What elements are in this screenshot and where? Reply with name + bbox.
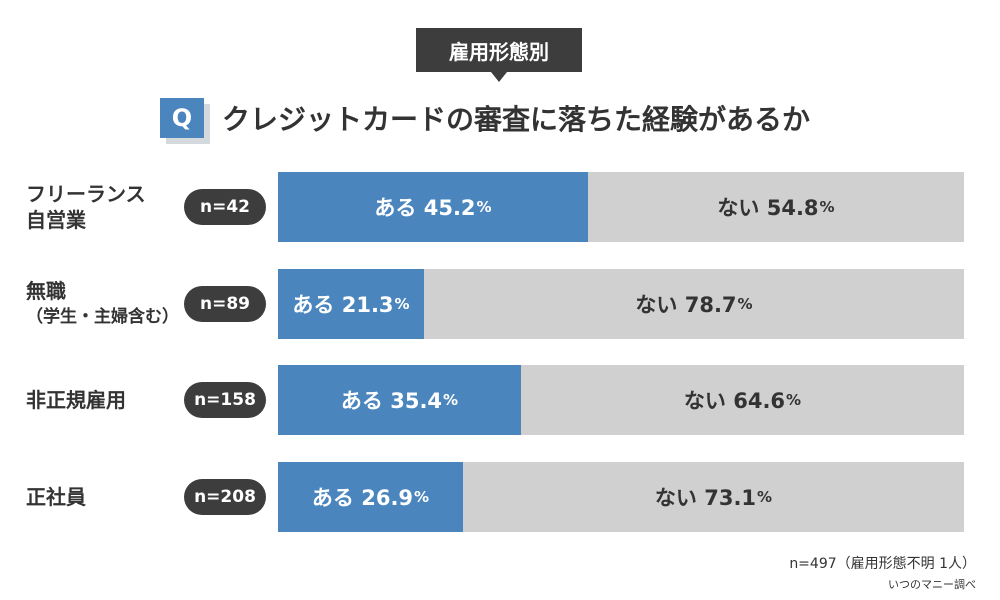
percent-unit: % bbox=[757, 488, 773, 506]
percent-unit: % bbox=[476, 198, 492, 216]
category-label: フリーランス 自営業 bbox=[26, 172, 146, 242]
data-label: ない 64.6 bbox=[683, 389, 786, 413]
category-label: 正社員 bbox=[26, 462, 86, 532]
bar-segment-yes: ある 21.3% bbox=[278, 269, 424, 339]
sample-size-pill: n=89 bbox=[184, 286, 266, 322]
category-label-line2: 自営業 bbox=[26, 208, 86, 232]
percent-unit: % bbox=[786, 391, 802, 409]
data-label: ある 35.4 bbox=[340, 389, 443, 413]
bar-segment-yes: ある 45.2% bbox=[278, 172, 588, 242]
category-label-line1: フリーランス bbox=[26, 182, 146, 206]
chart-row: 正社員 n=208 ある 26.9% ない 73.1% bbox=[0, 462, 1000, 532]
sample-size-pill: n=158 bbox=[184, 382, 266, 418]
tag-pointer bbox=[491, 72, 507, 82]
stacked-bar: ある 35.4% ない 64.6% bbox=[278, 365, 964, 435]
stacked-bar: ある 21.3% ない 78.7% bbox=[278, 269, 964, 339]
chart-row: フリーランス 自営業 n=42 ある 45.2% ない 54.8% bbox=[0, 172, 1000, 242]
data-label: ない 54.8 bbox=[717, 196, 819, 220]
stacked-bar: ある 45.2% ない 54.8% bbox=[278, 172, 964, 242]
data-label: ある 21.3 bbox=[292, 293, 394, 317]
category-label: 非正規雇用 bbox=[26, 365, 126, 435]
percent-unit: % bbox=[819, 198, 835, 216]
bar-segment-yes: ある 35.4% bbox=[278, 365, 521, 435]
category-label: 無職 （学生・主婦含む） bbox=[26, 269, 179, 339]
bar-segment-no: ない 73.1% bbox=[463, 462, 964, 532]
source-credit: いつのマニー調べ bbox=[888, 578, 976, 591]
question-title: クレジットカードの審査に落ちた経験があるか bbox=[222, 103, 811, 136]
percent-unit: % bbox=[414, 488, 430, 506]
question-badge: Q bbox=[160, 98, 204, 138]
segment-tag: 雇用形態別 bbox=[416, 28, 582, 72]
stacked-bar: ある 26.9% ない 73.1% bbox=[278, 462, 964, 532]
sample-size-pill: n=208 bbox=[184, 479, 266, 515]
bar-segment-no: ない 64.6% bbox=[521, 365, 964, 435]
category-label-line1: 無職 bbox=[26, 279, 66, 303]
chart-row: 非正規雇用 n=158 ある 35.4% ない 64.6% bbox=[0, 365, 1000, 435]
category-label-line1: 正社員 bbox=[26, 485, 86, 509]
chart-row: 無職 （学生・主婦含む） n=89 ある 21.3% ない 78.7% bbox=[0, 269, 1000, 339]
category-label-line1: 非正規雇用 bbox=[26, 388, 126, 412]
data-label: ない 73.1 bbox=[654, 486, 757, 510]
category-label-line2: （学生・主婦含む） bbox=[26, 307, 179, 327]
data-label: ある 45.2 bbox=[374, 196, 476, 220]
bar-segment-yes: ある 26.9% bbox=[278, 462, 463, 532]
percent-unit: % bbox=[394, 295, 410, 313]
data-label: ある 26.9 bbox=[311, 486, 414, 510]
percent-unit: % bbox=[443, 391, 459, 409]
percent-unit: % bbox=[737, 295, 753, 313]
bar-segment-no: ない 54.8% bbox=[588, 172, 964, 242]
sample-size-pill: n=42 bbox=[184, 189, 266, 225]
data-label: ない 78.7 bbox=[635, 293, 737, 317]
sample-note: n=497（雇用形態不明 1人） bbox=[789, 556, 976, 572]
bar-segment-no: ない 78.7% bbox=[424, 269, 964, 339]
